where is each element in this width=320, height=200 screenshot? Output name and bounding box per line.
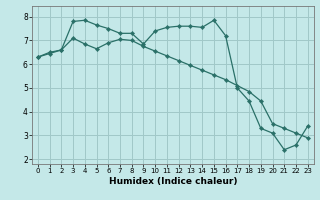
X-axis label: Humidex (Indice chaleur): Humidex (Indice chaleur) [108, 177, 237, 186]
